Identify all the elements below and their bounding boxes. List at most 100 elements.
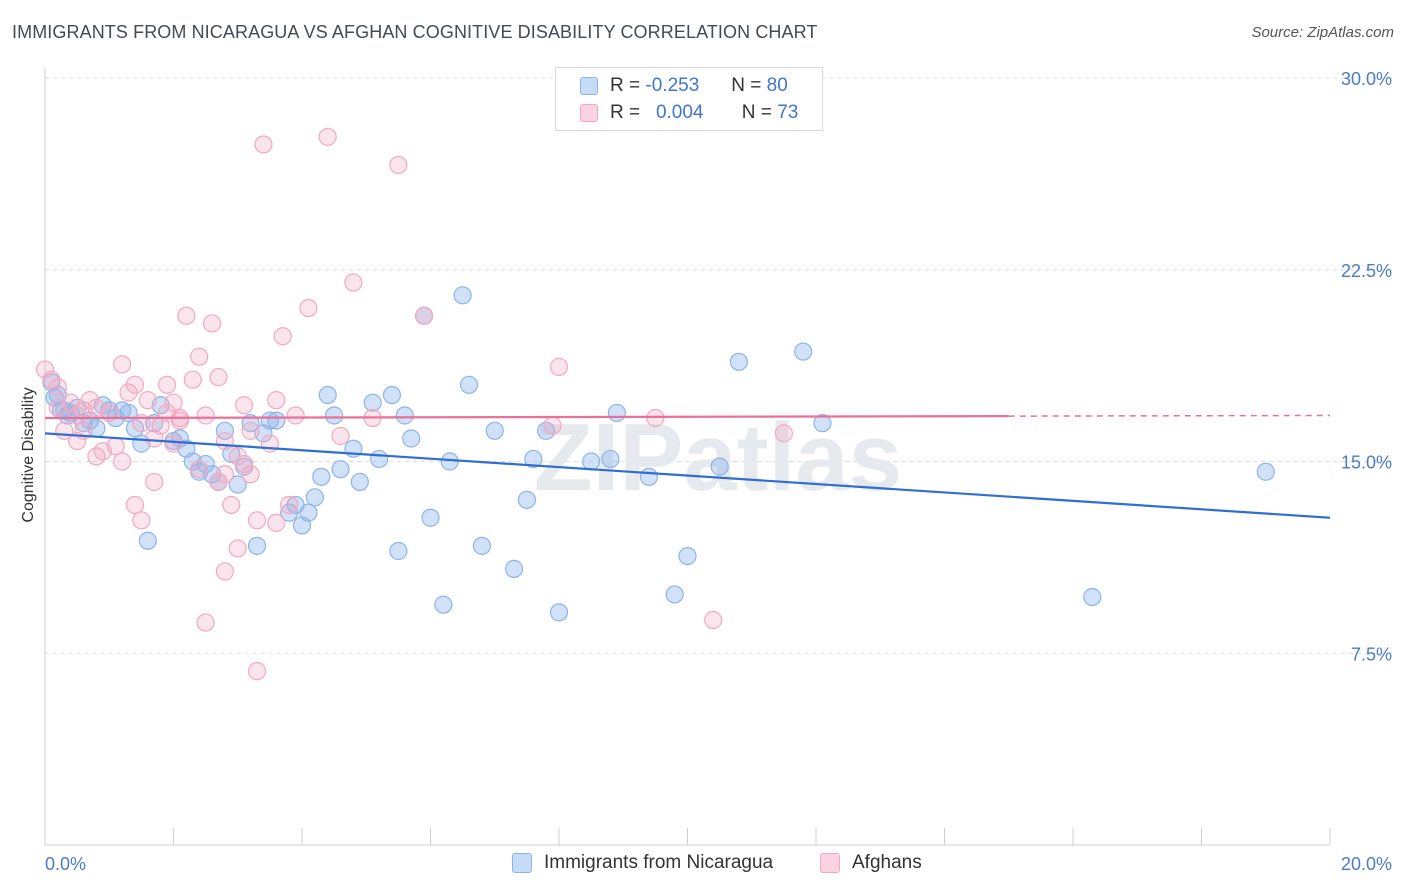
data-point — [260, 411, 279, 430]
legend-n-value: 73 — [777, 102, 799, 123]
data-point — [196, 613, 215, 632]
data-point — [794, 342, 813, 361]
grid-lines — [45, 77, 1392, 654]
y-tick-label: 22.5% — [1341, 261, 1392, 281]
legend-row-nicaragua: R = -0.253 N = 80 — [580, 73, 788, 99]
data-point — [190, 460, 209, 479]
legend-r-value: 0.004 — [655, 102, 704, 123]
data-point — [543, 416, 562, 435]
data-point — [318, 127, 337, 146]
data-point — [247, 662, 267, 681]
data-point — [549, 603, 569, 622]
bottom-legend-label: Afghans — [852, 852, 922, 873]
data-point — [247, 536, 267, 555]
data-point — [222, 495, 241, 515]
data-point — [389, 155, 408, 175]
data-point — [215, 562, 234, 581]
data-point — [106, 437, 125, 456]
data-point — [472, 536, 491, 555]
y-tick-label: 30.0% — [1341, 69, 1392, 89]
data-point — [190, 347, 209, 366]
trend-line — [44, 432, 1331, 519]
data-point — [87, 447, 106, 466]
data-point — [331, 426, 350, 446]
legend-row-afghans: R = 0.004 N = 73 — [580, 100, 798, 126]
bottom-legend-nicaragua[interactable]: Immigrants from Nicaragua — [512, 852, 773, 874]
y-axis-label: Cognitive Disability — [20, 387, 37, 522]
trend-line — [44, 415, 1009, 420]
legend-r-label: R = — [610, 102, 641, 123]
data-point — [524, 449, 543, 469]
data-point — [639, 467, 659, 486]
data-point — [350, 472, 369, 492]
bottom-legend: Immigrants from Nicaragua Afghans — [0, 852, 1406, 878]
bottom-legend-label: Immigrants from Nicaragua — [544, 852, 774, 873]
data-point — [228, 447, 247, 466]
data-point — [48, 378, 67, 397]
legend-swatch-afghans — [580, 104, 598, 122]
y-tick-labels: 7.5% 15.0% 22.5% 30.0% — [1341, 69, 1392, 664]
data-point — [241, 465, 260, 484]
data-point — [665, 585, 684, 604]
data-point — [145, 472, 164, 492]
data-point — [440, 452, 459, 471]
data-point — [607, 403, 626, 423]
data-point — [344, 273, 363, 292]
data-point — [453, 286, 472, 305]
data-point — [286, 406, 305, 425]
data-point — [331, 460, 350, 479]
data-point — [299, 299, 318, 318]
data-point — [389, 541, 408, 561]
data-point — [382, 385, 402, 405]
watermark: ZIPatlas — [534, 404, 902, 511]
legend-n-label: N = — [741, 102, 772, 123]
data-point — [325, 406, 344, 425]
data-point — [267, 391, 286, 410]
chart-title: IMMIGRANTS FROM NICARAGUA VS AFGHAN COGN… — [12, 22, 818, 42]
legend-n-value: 80 — [766, 75, 788, 96]
bottom-legend-afghans[interactable]: Afghans — [820, 852, 922, 874]
data-point — [202, 314, 222, 333]
data-point — [247, 511, 267, 530]
data-point — [241, 414, 260, 433]
series-afghans-points — [35, 127, 793, 681]
data-point — [267, 411, 286, 430]
data-point — [318, 385, 337, 405]
data-point — [504, 559, 524, 578]
data-point — [138, 531, 157, 550]
legend-r-label: R = — [610, 75, 641, 96]
data-point — [138, 391, 157, 410]
data-point — [125, 495, 145, 515]
data-point — [215, 421, 234, 440]
data-point — [157, 375, 177, 394]
data-point — [434, 595, 453, 614]
data-point — [421, 508, 440, 527]
data-point — [1256, 462, 1275, 481]
data-point — [710, 457, 729, 476]
data-point — [774, 424, 793, 443]
data-point — [112, 355, 132, 374]
data-point — [646, 408, 665, 428]
data-point — [228, 475, 247, 494]
data-point — [678, 546, 697, 566]
data-point — [414, 306, 434, 325]
x-tick-label: 0.0% — [45, 854, 86, 874]
data-point — [267, 513, 286, 532]
legend-swatch-nicaragua — [580, 77, 598, 95]
data-point — [132, 511, 151, 530]
data-point — [363, 393, 382, 412]
data-point — [299, 503, 318, 522]
data-point — [215, 431, 234, 451]
data-point — [241, 421, 260, 440]
bottom-legend-swatch-afghans — [820, 853, 840, 873]
y-tick-label: 7.5% — [1351, 644, 1392, 664]
data-point — [582, 452, 601, 471]
data-point — [183, 370, 202, 389]
data-point — [517, 490, 536, 509]
y-tick-label: 15.0% — [1341, 453, 1392, 473]
trend-lines — [44, 414, 1331, 519]
trend-line-projection — [1008, 414, 1331, 417]
data-point — [280, 495, 299, 515]
data-point — [254, 135, 273, 154]
bottom-legend-swatch-nicaragua — [512, 853, 532, 873]
